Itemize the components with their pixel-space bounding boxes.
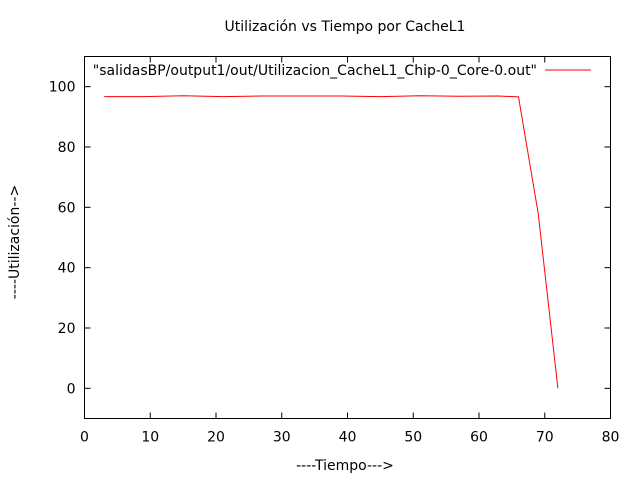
x-tick-label: 30 xyxy=(273,430,291,446)
y-tick-label: 80 xyxy=(58,140,76,156)
y-axis-label: ----Utilización--> xyxy=(7,185,23,299)
axis-ticks xyxy=(84,56,611,419)
axis-tick-labels: 0 10 20 30 40 50 60 70 80 0 20 40 60 80 100 xyxy=(49,80,620,446)
x-tick-label: 70 xyxy=(536,430,554,446)
x-tick-label: 40 xyxy=(339,430,357,446)
legend-label: "salidasBP/output1/out/Utilizacion_Cache… xyxy=(93,63,537,79)
series-layer xyxy=(104,95,559,389)
x-axis-label: ----Tiempo---> xyxy=(296,458,394,474)
x-tick-label: 0 xyxy=(80,430,89,446)
y-tick-label: 20 xyxy=(58,321,76,337)
x-tick-label: 80 xyxy=(602,430,620,446)
plot-frame xyxy=(84,56,611,419)
y-tick-label: 60 xyxy=(58,200,76,216)
x-tick-label: 20 xyxy=(207,430,225,446)
legend: "salidasBP/output1/out/Utilizacion_Cache… xyxy=(93,63,591,79)
series-line xyxy=(104,95,559,389)
y-tick-label: 40 xyxy=(58,261,76,277)
y-tick-label: 100 xyxy=(49,80,76,96)
x-tick-label: 50 xyxy=(404,430,422,446)
x-tick-label: 60 xyxy=(470,430,488,446)
x-tick-label: 10 xyxy=(141,430,159,446)
y-tick-label: 0 xyxy=(67,381,76,397)
chart-title: Utilización vs Tiempo por CacheL1 xyxy=(225,19,466,35)
